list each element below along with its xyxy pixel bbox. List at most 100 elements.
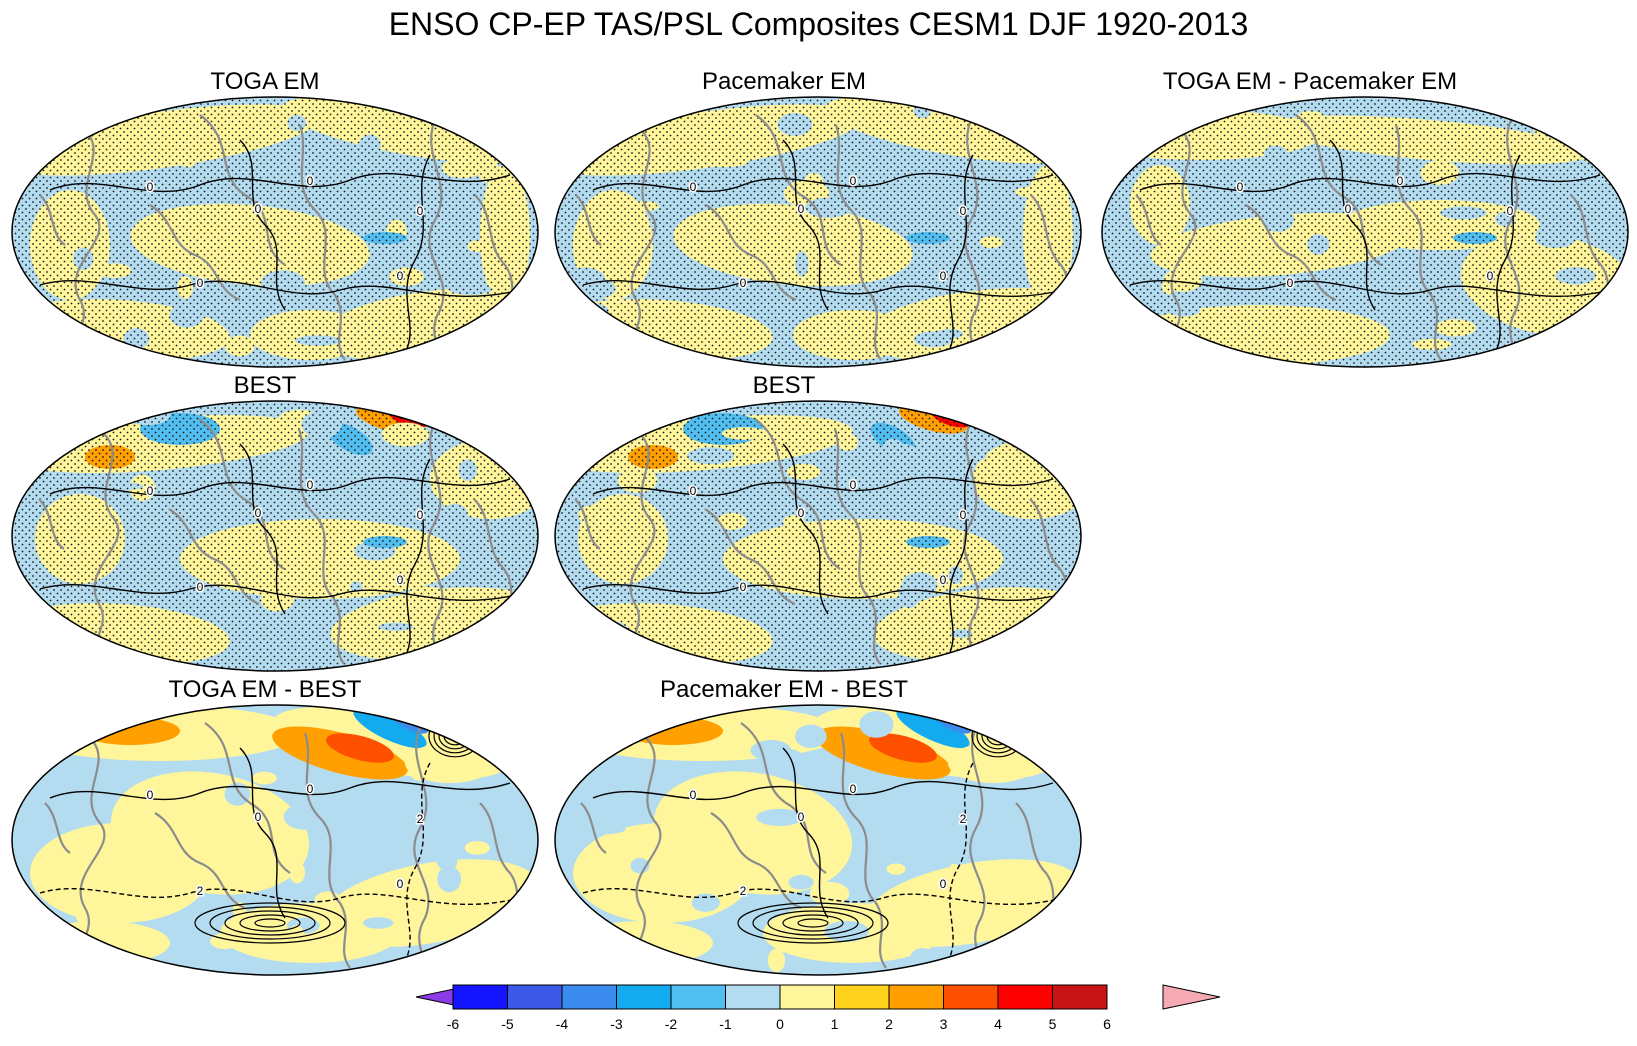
anomaly-region (869, 733, 937, 763)
anomaly-patch (947, 863, 961, 890)
map-content: 0 0 0 0 0 0 (12, 97, 538, 367)
anomaly-patch (224, 782, 251, 806)
coastline (580, 802, 607, 854)
colorbar-box (1052, 984, 1108, 1010)
colorbar-box (834, 984, 890, 1010)
contour-label: 0 (397, 573, 404, 587)
anomaly-patch (463, 336, 510, 348)
colorbar-tick-label: 1 (831, 1016, 839, 1032)
colorbar-tick-labels: -6 -5 -4 -3 -2 -1 0 1 2 3 4 5 6 (447, 1016, 1111, 1032)
contour-label: 0 (740, 580, 747, 594)
colorbar-box (997, 984, 1053, 1010)
psl-contour-ring (767, 910, 859, 936)
coastline (704, 508, 796, 606)
contour-label: 0 (147, 484, 154, 498)
contour-label: 0 (850, 174, 857, 188)
contour-label: 0 (690, 484, 697, 498)
coastline (710, 812, 802, 910)
anomaly-patch (788, 874, 814, 890)
figure-title: ENSO CP-EP TAS/PSL Composites CESM1 DJF … (388, 6, 1249, 42)
contour-label: 0 (940, 877, 947, 891)
coastline (93, 433, 120, 662)
anomaly-patch (691, 893, 720, 912)
anomaly-patch (886, 863, 906, 875)
contour-label: 0 (690, 788, 697, 802)
coastline (168, 508, 260, 606)
psl-contour (239, 747, 286, 919)
anomaly-patch (700, 807, 716, 835)
contour-label: 0 (798, 810, 805, 824)
psl-contour (782, 443, 829, 615)
coastline (204, 722, 291, 874)
colorbar-tick-label: -4 (556, 1016, 569, 1032)
map-panel-g: 0 0 2 0 0 2 (554, 704, 1082, 976)
psl-contour (49, 476, 511, 497)
psl-contour (49, 172, 511, 193)
psl-contour (782, 747, 829, 919)
psl-contour (1494, 154, 1521, 354)
coastline (964, 119, 981, 364)
panel-a-title: TOGA EM (210, 68, 320, 95)
psl-contour (39, 583, 521, 602)
anomaly-patch (794, 724, 827, 749)
psl-contour (947, 458, 974, 658)
anomaly-patch (416, 649, 456, 662)
psl-contour (404, 458, 431, 658)
contour-label: 0 (307, 782, 314, 796)
colorbar-box (888, 984, 944, 1010)
psl-contour (1329, 139, 1376, 311)
anomaly-patch (76, 903, 98, 927)
map-panel-f: 0 0 2 0 0 2 (11, 704, 539, 976)
anomaly-patch (809, 881, 850, 906)
contour-label: 0 (1487, 269, 1494, 283)
anomaly-patch (20, 115, 67, 138)
coastline (963, 423, 980, 668)
anomaly-patch (505, 902, 525, 923)
colorbar-tick-label: 2 (885, 1016, 893, 1032)
coastline (303, 732, 351, 969)
significance-stippling (12, 401, 538, 671)
map-panel-d: 0 0 0 0 0 0 (11, 400, 539, 672)
contour-label: 2 (740, 884, 747, 898)
contour-label: 0 (1287, 276, 1294, 290)
psl-contour (1139, 172, 1601, 193)
significance-stippling (555, 97, 1081, 367)
colorbar-tick-label: -3 (610, 1016, 623, 1032)
anomaly-patch (959, 902, 983, 929)
psl-contour (404, 154, 431, 354)
psl-contour-ring (239, 914, 301, 932)
colorbar-tick-label: 4 (994, 1016, 1002, 1032)
anomaly-patch (128, 823, 161, 841)
coastline (154, 812, 246, 910)
panel-c-title: TOGA EM - Pacemaker EM (1162, 68, 1458, 95)
coastline (149, 204, 241, 302)
map-border (554, 704, 1082, 976)
coastline (705, 204, 797, 302)
colorbar-box (452, 984, 508, 1010)
map-panel-b: 0 0 0 0 0 0 (554, 96, 1082, 368)
contour-label: 0 (798, 202, 805, 216)
panel-e-title: BEST (752, 372, 816, 399)
colorbar-tick-label: -1 (719, 1016, 732, 1032)
contour-label: 0 (255, 506, 262, 520)
map-content: 0 0 2 0 0 2 (12, 705, 538, 975)
colorbar-box (507, 984, 563, 1010)
contour-label: 2 (960, 812, 967, 826)
map-panel-c: 0 0 0 0 0 0 (1101, 96, 1629, 368)
map-border (1101, 96, 1629, 368)
psl-contour-ring (797, 918, 829, 928)
map-border (11, 96, 539, 368)
anomaly-patch (483, 117, 506, 134)
contour-label: 0 (307, 174, 314, 188)
psl-contour-ring (782, 914, 844, 932)
psl-contour (947, 762, 974, 962)
psl-contour (1129, 279, 1611, 298)
coastline (635, 737, 662, 966)
anomaly-region (896, 707, 970, 749)
contour-label: 0 (798, 506, 805, 520)
contour-label: 2 (197, 884, 204, 898)
map-border (554, 96, 1082, 368)
contour-label: 0 (1237, 180, 1244, 194)
psl-contour-ring (209, 906, 331, 940)
panel-f-title: TOGA EM - BEST (168, 676, 362, 703)
